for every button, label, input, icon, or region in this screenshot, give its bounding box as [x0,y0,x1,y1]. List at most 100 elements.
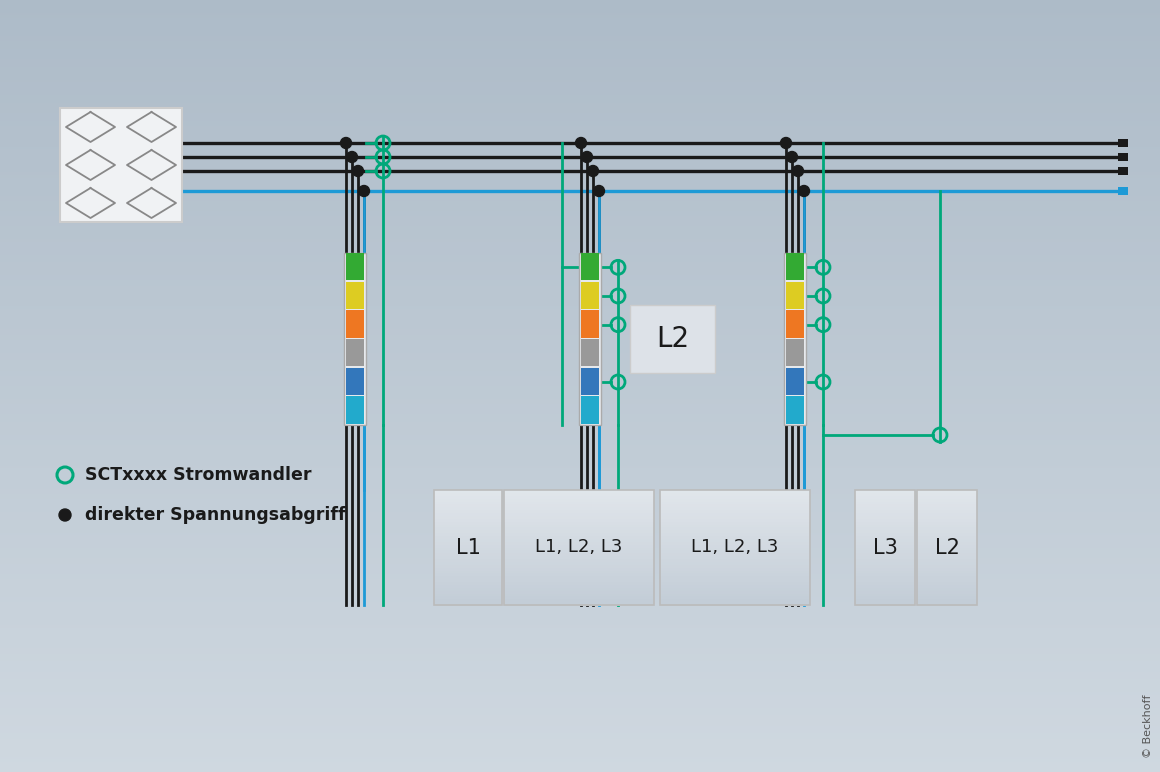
Bar [1118,167,1128,175]
Bar [0,479,1160,482]
Bar [0,579,1160,582]
Bar [503,576,654,580]
Bar [918,504,977,508]
FancyBboxPatch shape [630,305,715,373]
Bar [0,633,1160,636]
Bar [0,697,1160,700]
Bar [503,565,654,568]
Bar [660,594,810,597]
Bar [0,499,1160,503]
Bar [660,542,810,545]
Text: SCTxxxx Stromwandler: SCTxxxx Stromwandler [85,466,312,484]
Bar [503,571,654,574]
Bar [660,513,810,516]
Bar [0,160,1160,163]
Bar [0,283,1160,286]
Bar [0,445,1160,449]
Bar [0,481,1160,484]
Bar [660,544,810,548]
Bar [0,530,1160,533]
Bar [434,530,502,533]
Bar [503,567,654,571]
Bar [0,31,1160,34]
Bar [434,571,502,574]
Bar [918,524,977,528]
Circle shape [581,151,593,162]
Bar [0,469,1160,472]
Bar [0,492,1160,495]
Bar [918,499,977,502]
Bar [0,401,1160,405]
Bar [0,139,1160,142]
Bar [786,282,804,309]
Bar [660,597,810,600]
Bar [434,599,502,603]
Bar [660,547,810,551]
Bar [0,18,1160,21]
Bar [0,561,1160,564]
Bar [0,255,1160,258]
Bar [0,656,1160,659]
Bar [0,728,1160,731]
Bar [0,265,1160,268]
Bar [0,103,1160,106]
Bar [434,536,502,540]
Bar [918,556,977,560]
Bar [0,83,1160,86]
Bar [0,672,1160,675]
Bar [0,226,1160,229]
Bar [434,519,502,522]
Bar [660,574,810,577]
Bar [0,260,1160,263]
FancyBboxPatch shape [579,253,601,425]
Bar [786,396,804,424]
Bar [786,310,804,337]
Bar [0,384,1160,387]
Bar [0,718,1160,721]
Bar [0,137,1160,140]
Bar [434,582,502,585]
Bar [0,180,1160,183]
Bar [0,381,1160,384]
Bar [0,538,1160,541]
Circle shape [341,137,351,148]
Bar [0,59,1160,63]
Bar [0,736,1160,739]
Bar [0,376,1160,379]
Bar [0,306,1160,310]
Text: L1: L1 [456,537,480,557]
Bar [346,310,364,337]
Bar [660,499,810,502]
Bar [918,516,977,520]
Bar [503,530,654,533]
Bar [660,576,810,580]
Bar [0,110,1160,113]
Bar [0,455,1160,459]
Text: L3: L3 [872,537,898,557]
Bar [660,524,810,528]
Bar [0,178,1160,181]
Bar [0,185,1160,188]
Bar [0,751,1160,754]
Bar [0,394,1160,397]
Circle shape [59,509,71,521]
Bar [855,565,915,568]
Bar [434,594,502,597]
Bar [0,558,1160,561]
Bar [0,713,1160,716]
Bar [786,339,804,366]
Bar [581,396,599,424]
Bar [581,367,599,394]
Bar [918,539,977,542]
Bar [0,646,1160,649]
Bar [855,530,915,533]
Text: L2: L2 [655,325,689,353]
Bar [0,147,1160,150]
Bar [0,203,1160,206]
Bar [0,293,1160,296]
Bar [660,539,810,542]
Bar [0,388,1160,391]
Bar [855,571,915,574]
Bar [855,550,915,554]
Bar [581,310,599,337]
